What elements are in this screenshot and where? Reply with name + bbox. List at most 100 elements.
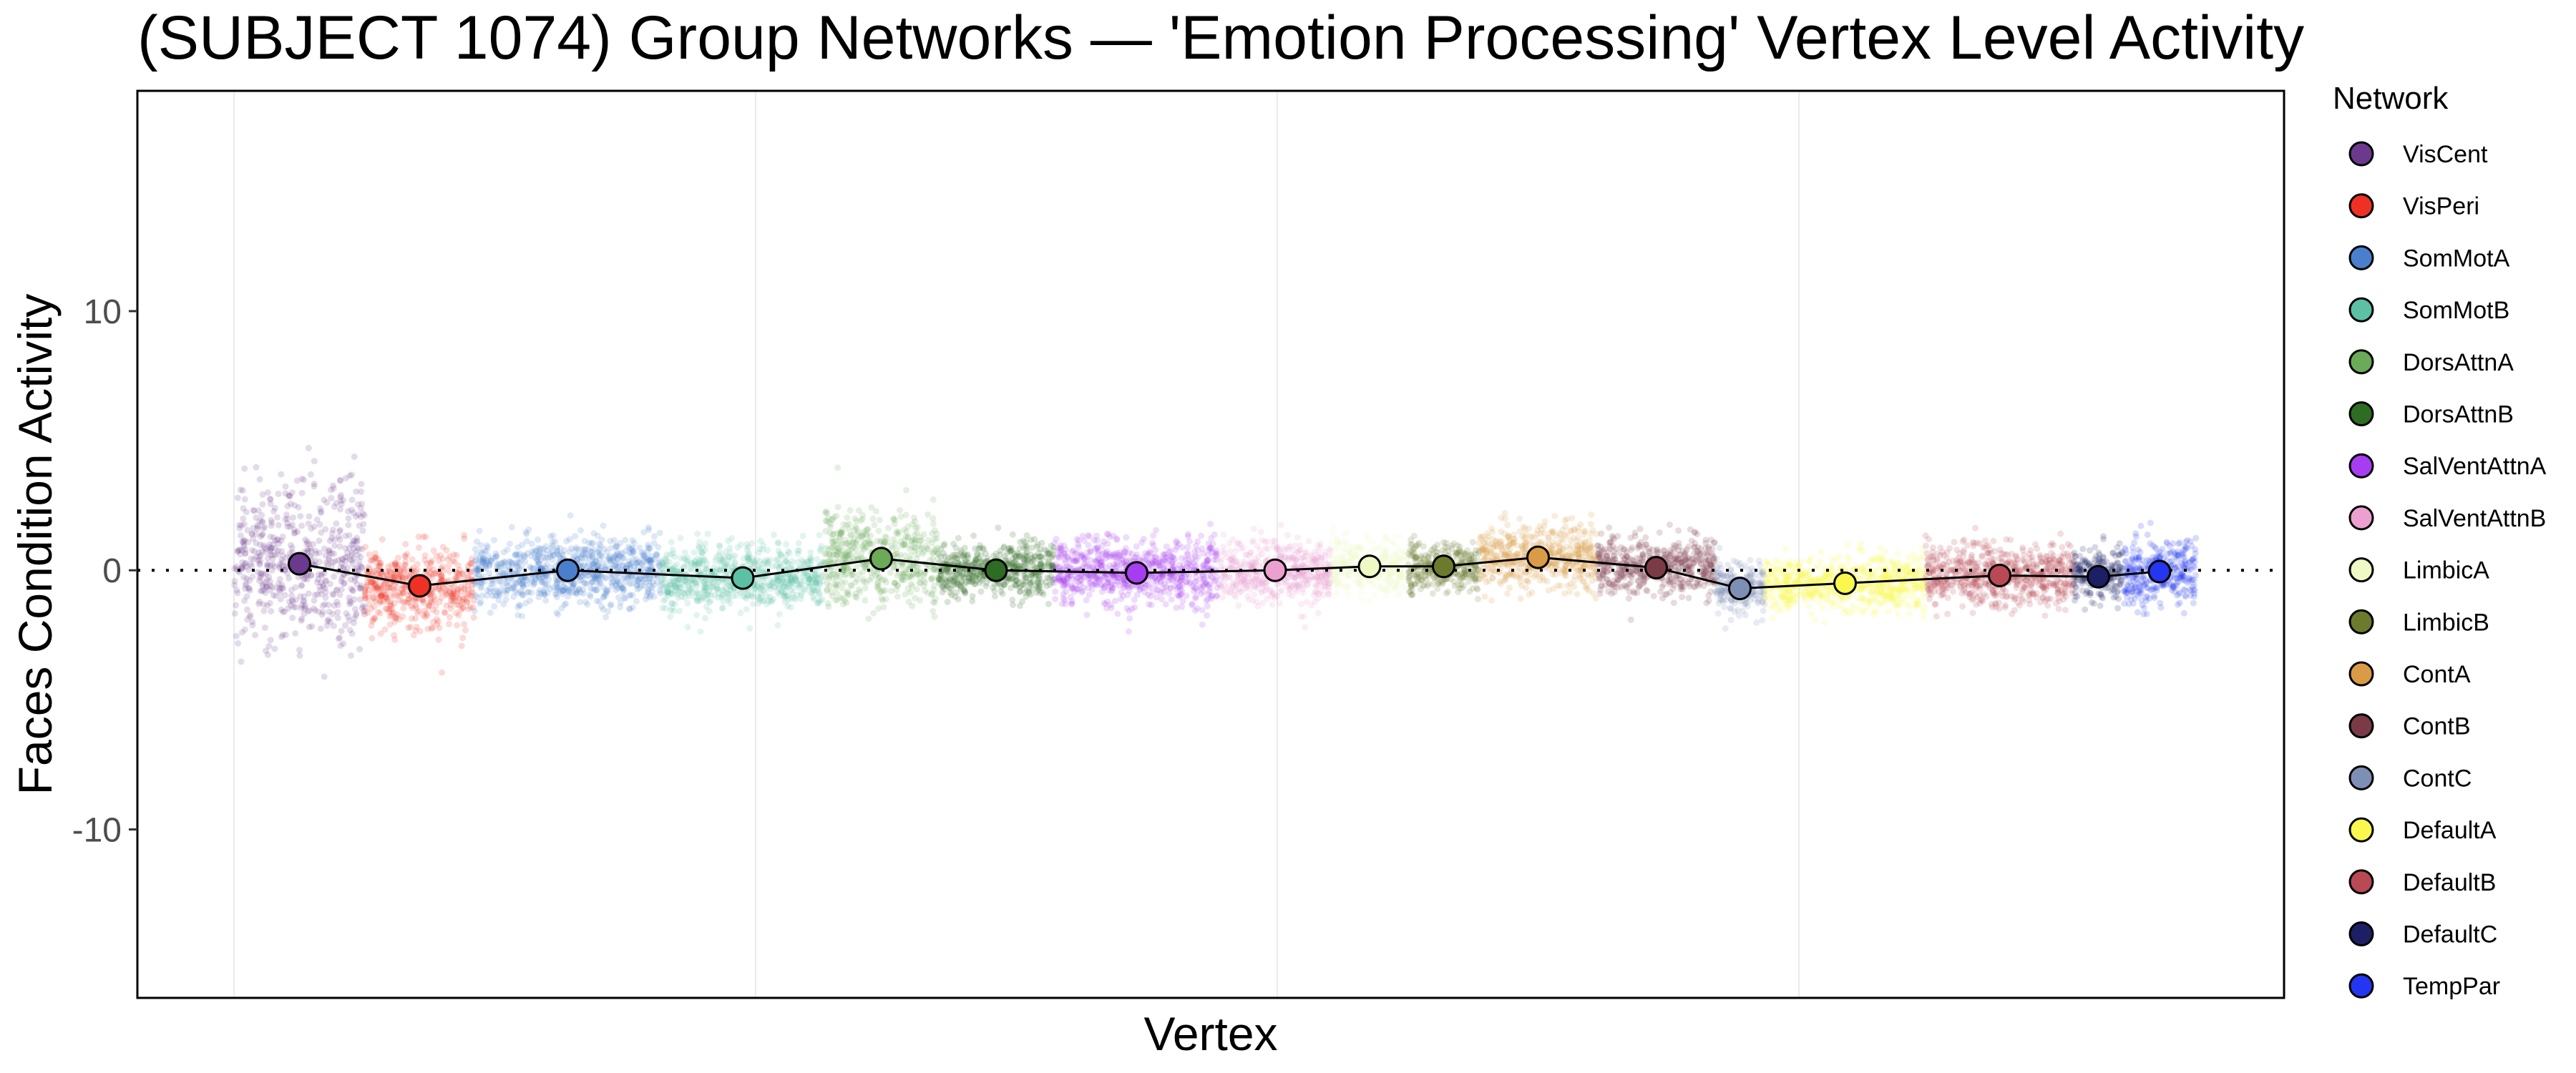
point-VisCent bbox=[263, 570, 270, 577]
point-SomMotA bbox=[570, 580, 577, 587]
point-SomMotB bbox=[781, 557, 789, 564]
point-DorsAttnB bbox=[995, 524, 1002, 531]
point-VisCent bbox=[234, 494, 241, 501]
point-VisCent bbox=[254, 521, 261, 529]
point-VisCent bbox=[330, 485, 337, 492]
point-DorsAttnA bbox=[873, 508, 879, 515]
point-VisCent bbox=[356, 646, 364, 652]
point-VisCent bbox=[333, 598, 341, 605]
point-VisPeri bbox=[448, 590, 455, 597]
point-SomMotA bbox=[613, 582, 620, 589]
point-VisPeri bbox=[382, 593, 389, 600]
point-SomMotA bbox=[472, 579, 479, 587]
point-SomMotA bbox=[576, 599, 583, 606]
point-VisCent bbox=[280, 558, 287, 565]
point-VisPeri bbox=[467, 560, 474, 567]
point-VisPeri bbox=[427, 597, 434, 603]
point-VisPeri bbox=[374, 592, 381, 598]
point-VisCent bbox=[353, 610, 360, 617]
point-SomMotA bbox=[577, 559, 584, 567]
point-VisCent bbox=[276, 587, 283, 594]
point-VisCent bbox=[337, 494, 344, 501]
point-VisPeri bbox=[449, 590, 457, 597]
point-SomMotA bbox=[575, 546, 582, 553]
point-SomMotA bbox=[519, 581, 526, 588]
point-VisCent bbox=[301, 593, 308, 600]
point-DorsAttnA bbox=[836, 551, 844, 557]
point-VisCent bbox=[294, 528, 301, 535]
point-VisCent bbox=[256, 574, 263, 582]
point-SomMotA bbox=[591, 587, 598, 594]
point-SomMotB bbox=[776, 611, 783, 618]
point-VisPeri bbox=[376, 599, 384, 607]
point-VisPeri bbox=[469, 592, 476, 599]
point-SalVentAttnA bbox=[1060, 594, 1067, 602]
point-VisPeri bbox=[397, 567, 404, 574]
point-SomMotA bbox=[519, 542, 526, 549]
point-VisCent bbox=[316, 587, 323, 594]
point-SalVentAttnA bbox=[1131, 597, 1138, 604]
point-VisPeri bbox=[385, 584, 392, 591]
point-VisCent bbox=[260, 570, 267, 577]
point-SalVentAttnA bbox=[1068, 548, 1075, 555]
point-VisCent bbox=[291, 529, 298, 536]
point-VisPeri bbox=[410, 596, 417, 603]
point-DorsAttnB bbox=[952, 581, 959, 588]
point-DorsAttnA bbox=[871, 521, 878, 529]
point-VisPeri bbox=[396, 573, 402, 580]
point-VisCent bbox=[356, 562, 363, 569]
point-VisCent bbox=[272, 545, 279, 552]
point-VisCent bbox=[233, 563, 240, 570]
point-SalVentAttnA bbox=[1192, 595, 1199, 602]
point-SomMotA bbox=[482, 564, 488, 571]
point-VisCent bbox=[298, 522, 306, 529]
point-SalVentAttnB bbox=[1219, 594, 1226, 601]
point-SomMotB bbox=[779, 576, 786, 582]
point-VisPeri bbox=[366, 594, 372, 602]
point-VisPeri bbox=[453, 574, 460, 582]
point-VisCent bbox=[326, 547, 333, 554]
point-VisCent bbox=[315, 576, 321, 583]
point-SalVentAttnB bbox=[1251, 591, 1258, 598]
point-SomMotA bbox=[650, 539, 658, 547]
point-SomMotA bbox=[537, 545, 545, 552]
point-VisPeri bbox=[400, 604, 407, 612]
point-VisCent bbox=[345, 521, 352, 529]
point-SomMotB bbox=[783, 541, 790, 548]
point-VisPeri bbox=[392, 559, 399, 567]
point-VisPeri bbox=[438, 572, 445, 579]
point-SalVentAttnA bbox=[1126, 615, 1133, 622]
point-VisCent bbox=[335, 533, 342, 540]
point-VisCent bbox=[254, 569, 261, 576]
point-SomMotA bbox=[507, 584, 514, 592]
point-SomMotA bbox=[547, 533, 555, 540]
point-SomMotA bbox=[481, 548, 488, 555]
point-SomMotA bbox=[492, 554, 499, 561]
point-VisPeri bbox=[413, 604, 420, 611]
point-VisCent bbox=[336, 543, 343, 550]
point-VisCent bbox=[316, 549, 323, 557]
point-SomMotA bbox=[542, 554, 550, 562]
point-VisCent bbox=[292, 629, 299, 637]
point-VisPeri bbox=[389, 612, 396, 619]
point-VisCent bbox=[241, 626, 248, 633]
point-SomMotA bbox=[565, 587, 572, 594]
point-VisCent bbox=[323, 559, 330, 567]
point-SalVentAttnB bbox=[1275, 545, 1282, 552]
point-VisPeri bbox=[399, 613, 406, 620]
point-SomMotA bbox=[522, 574, 530, 582]
point-DorsAttnA bbox=[833, 589, 840, 597]
point-SomMotA bbox=[471, 607, 478, 614]
point-VisCent bbox=[311, 592, 318, 598]
point-SomMotA bbox=[625, 561, 633, 568]
point-SalVentAttnB bbox=[1299, 562, 1307, 569]
point-SomMotA bbox=[513, 562, 520, 569]
point-VisCent bbox=[331, 550, 338, 557]
point-VisPeri bbox=[383, 572, 390, 579]
point-VisCent bbox=[275, 521, 282, 529]
point-SalVentAttnA bbox=[1166, 590, 1173, 597]
point-SomMotB bbox=[704, 591, 711, 598]
point-VisPeri bbox=[456, 595, 463, 602]
point-SomMotB bbox=[804, 559, 811, 565]
point-VisCent bbox=[278, 556, 285, 563]
